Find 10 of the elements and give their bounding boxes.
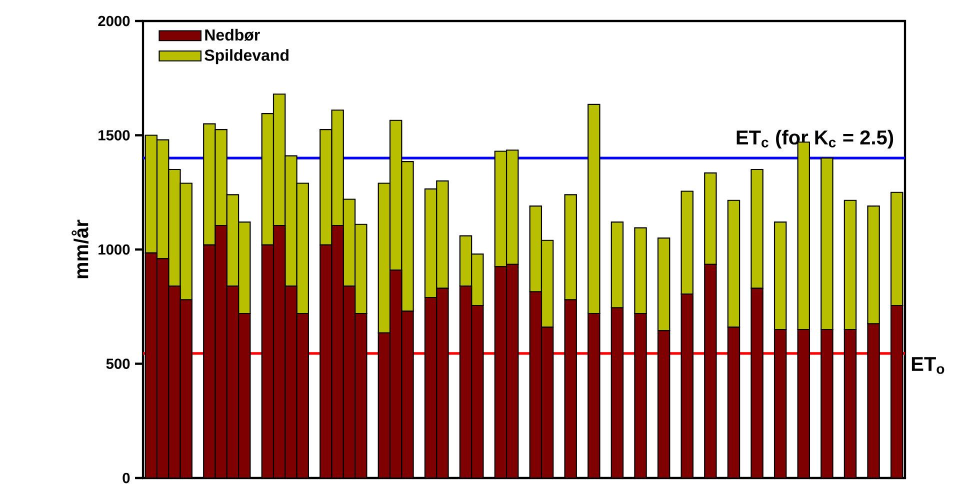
y-tick-label: 1500	[98, 130, 130, 140]
y-tick-label: 1000	[98, 244, 130, 255]
y-tick-label: 500	[106, 358, 130, 369]
legend-label: Nedbør	[205, 28, 260, 41]
ref-line-label: ET$_{o}$	[912, 357, 944, 374]
y-tick-label: 0	[122, 472, 130, 484]
legend-label: Spildevand	[204, 49, 288, 64]
y-tick-label: 2000	[98, 16, 130, 26]
y-axis-title: mm/år	[72, 220, 89, 278]
annotation: ET$_{c}$ (for K$_{c}$ = 2.5)	[736, 130, 894, 148]
